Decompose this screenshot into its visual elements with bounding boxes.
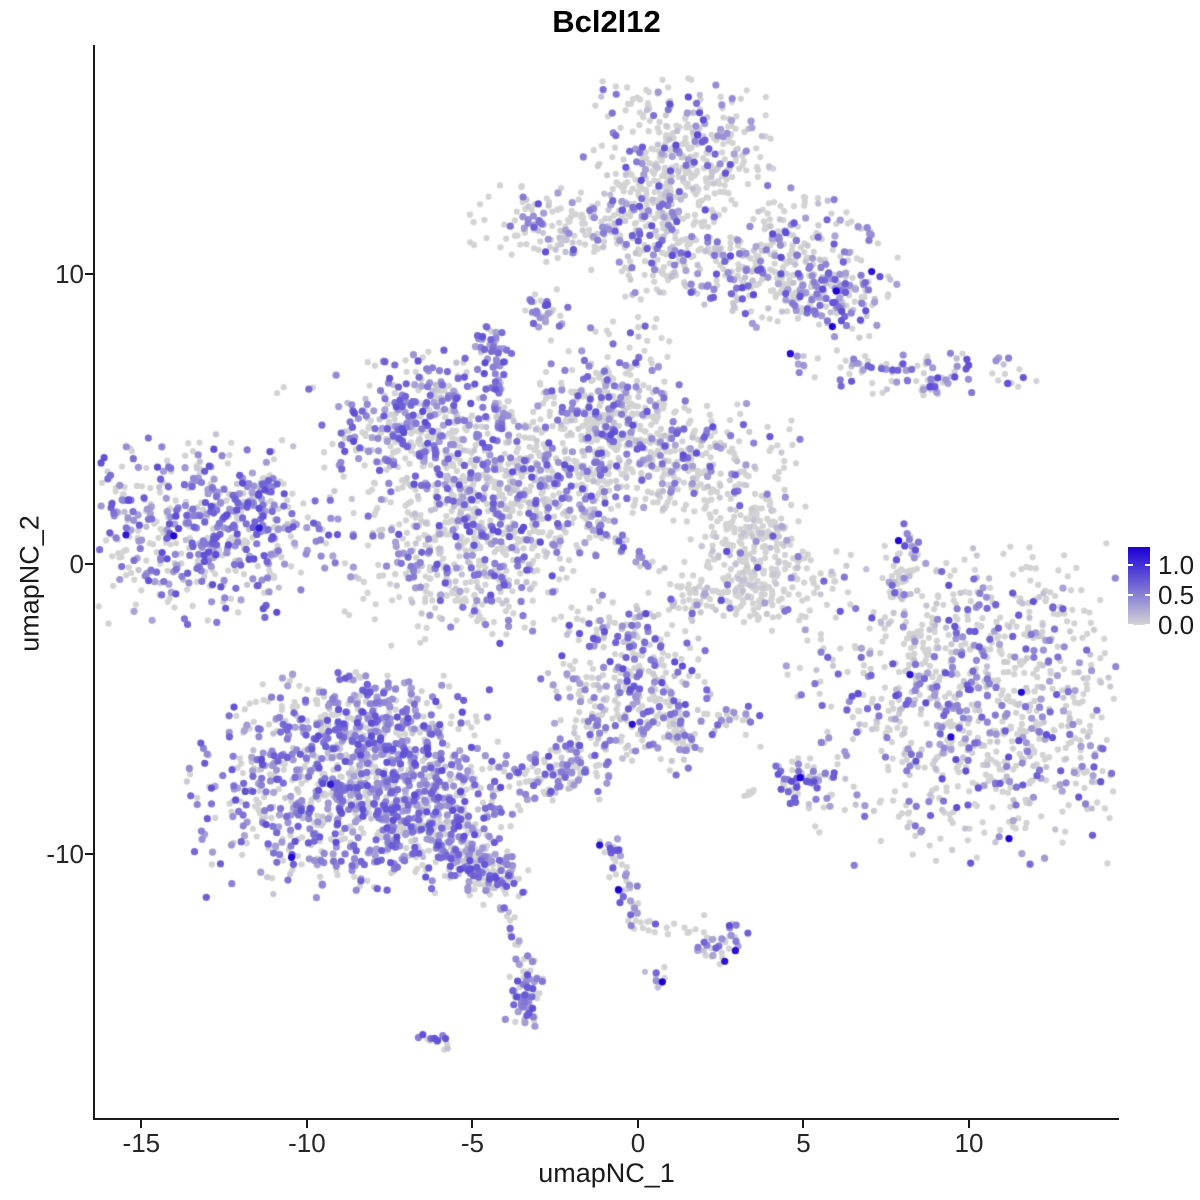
x-tick-label: 10 (954, 1128, 984, 1158)
x-axis-line (93, 1118, 1119, 1120)
x-tick-mark (802, 1120, 805, 1128)
x-tick-label: -10 (288, 1128, 326, 1158)
y-axis-title: umapNC_2 (14, 515, 45, 652)
y-tick-mark (85, 853, 93, 856)
x-tick-label: 0 (630, 1128, 646, 1158)
y-tick-label: 10 (55, 259, 84, 290)
x-tick-mark (305, 1120, 308, 1128)
legend-tick-mark (1128, 594, 1133, 596)
legend-tick-mark (1128, 624, 1133, 626)
x-axis-title: umapNC_1 (538, 1158, 675, 1188)
legend-tick-label: 0.0 (1158, 610, 1195, 640)
legend-gradient-bar (1128, 547, 1150, 625)
x-tick-label: 5 (796, 1128, 811, 1158)
x-tick-mark (471, 1120, 474, 1128)
y-tick-mark (85, 563, 93, 566)
legend-tick-label: 0.5 (1158, 580, 1195, 610)
x-tick-mark (636, 1120, 639, 1128)
legend-tick-mark (1145, 564, 1150, 566)
y-axis-line (93, 45, 95, 1120)
legend-tick-mark (1145, 594, 1150, 596)
chart-title: Bcl2l12 (552, 4, 661, 39)
legend-tick-mark (1128, 564, 1133, 566)
y-tick-mark (85, 273, 93, 276)
x-tick-label: -15 (122, 1128, 161, 1158)
x-tick-mark (968, 1120, 971, 1128)
x-tick-label: -5 (460, 1128, 484, 1158)
x-tick-mark (140, 1120, 143, 1128)
y-tick-label: -10 (46, 839, 84, 870)
legend-tick-mark (1145, 624, 1150, 626)
y-tick-label: 0 (69, 549, 84, 580)
legend-tick-label: 1.0 (1158, 550, 1195, 580)
